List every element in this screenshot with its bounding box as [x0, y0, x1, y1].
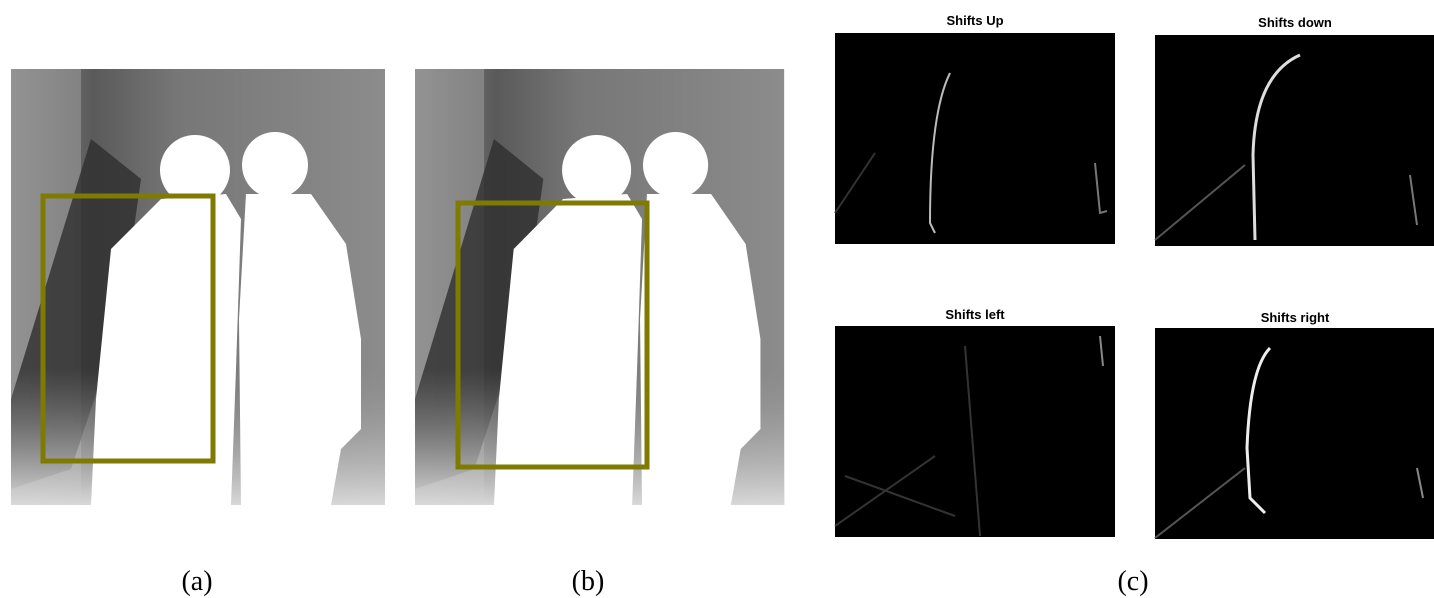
shift-right-image [1155, 328, 1434, 539]
subpanel-title: Shifts right [1261, 310, 1330, 325]
shift-left-image [835, 326, 1115, 537]
subpanel-title: Shifts Up [946, 13, 1003, 28]
subpanel-title: Shifts left [945, 307, 1005, 322]
panel-b-image [415, 69, 784, 505]
panel-label: (a) [181, 566, 212, 597]
subpanel-title: Shifts down [1258, 15, 1332, 30]
shift-up-image [835, 33, 1115, 244]
shift-down-image [1155, 35, 1434, 246]
figure: (a) (b) (c) Shifts Up Shifts down Shifts… [0, 0, 1434, 598]
panel-label: (c) [1117, 566, 1148, 597]
panel-a-image [11, 69, 385, 505]
panel-label: (b) [572, 566, 605, 597]
